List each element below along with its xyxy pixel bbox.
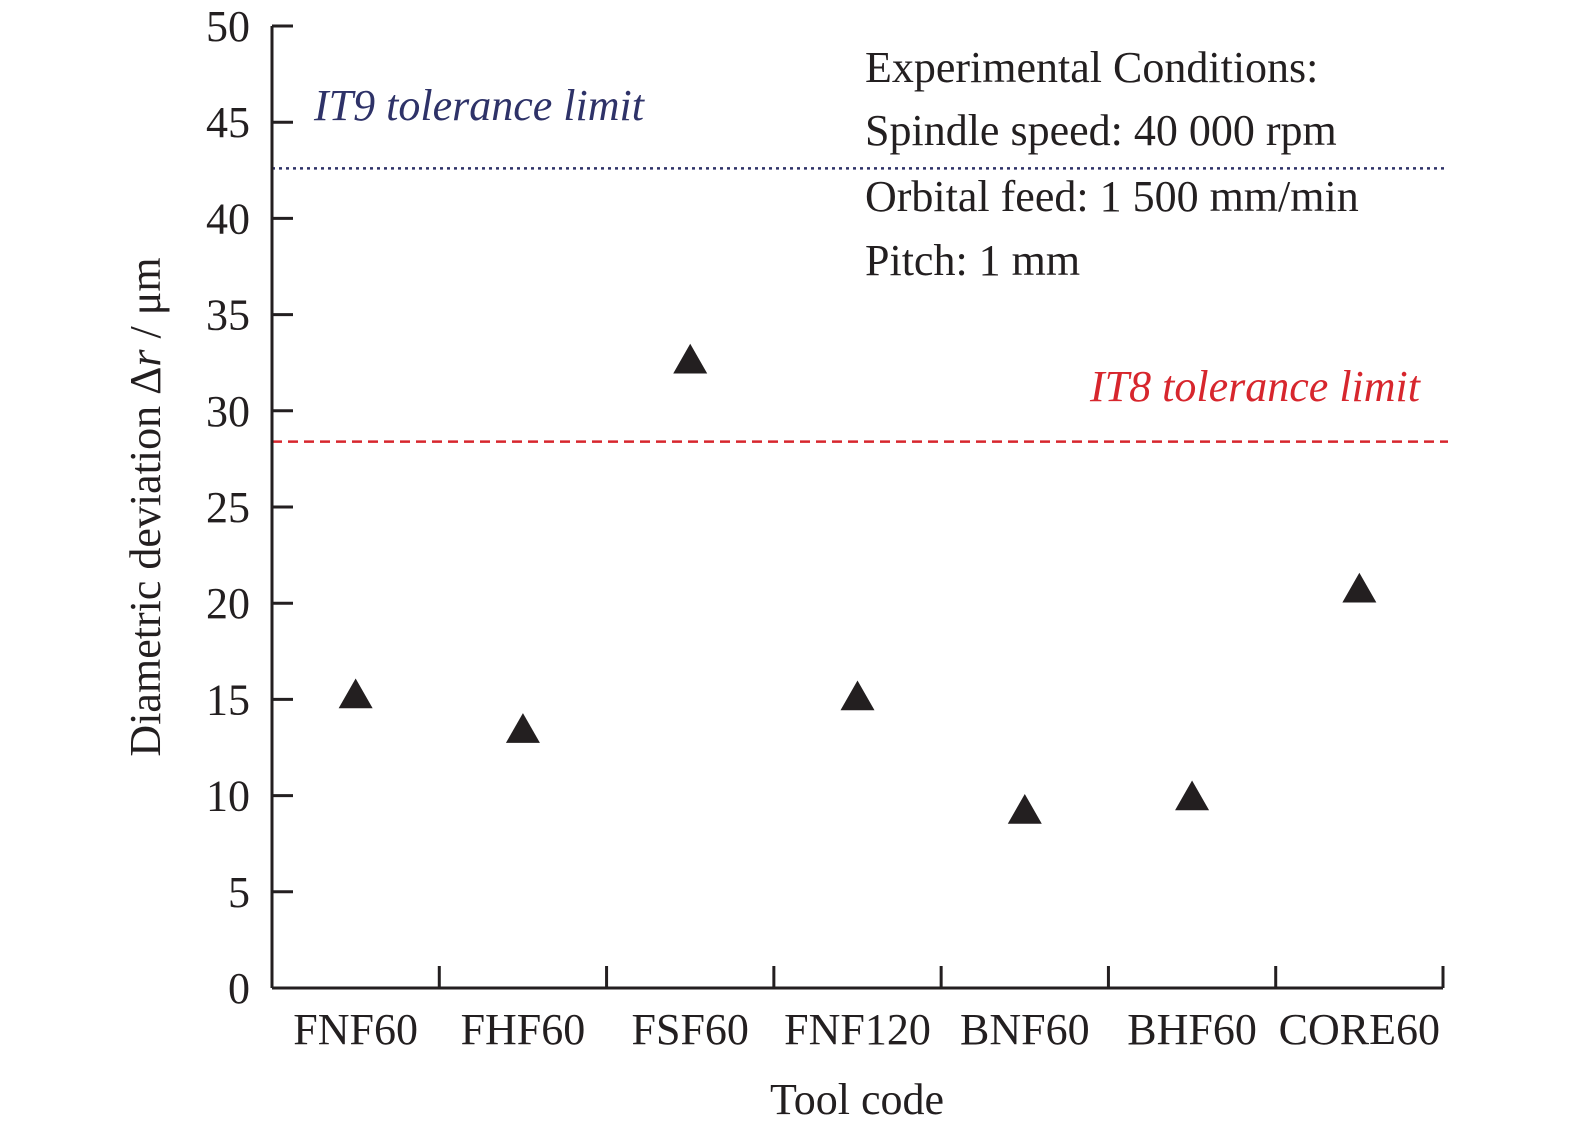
data-point-fnf120 — [840, 680, 875, 711]
y-tick-label: 10 — [206, 772, 250, 821]
y-ticks: 0 5 10 15 20 25 30 35 40 45 50 — [206, 2, 293, 1013]
y-tick-label: 30 — [206, 387, 250, 436]
data-point-bhf60 — [1175, 780, 1210, 811]
annotation-line: Orbital feed: 1 500 mm/min — [865, 172, 1359, 221]
axes — [270, 26, 1443, 990]
x-tick-label: FNF120 — [784, 1005, 931, 1054]
y-axis-title-variable: r — [121, 349, 170, 367]
data-points — [338, 343, 1377, 824]
y-tick-label: 40 — [206, 194, 250, 243]
y-axis-title-prefix: Diametric deviation Δ — [121, 367, 170, 757]
x-tick-label: FNF60 — [293, 1005, 418, 1054]
annotation-line: Pitch: 1 mm — [865, 236, 1080, 285]
y-tick-label: 0 — [228, 964, 250, 1013]
reference-line-label: IT9 tolerance limit — [313, 81, 646, 130]
y-tick-label: 50 — [206, 2, 250, 51]
x-tick-label: BHF60 — [1127, 1005, 1257, 1054]
y-axis-title: Diametric deviation Δr / μm — [121, 257, 170, 756]
x-ticks: FNF60 FHF60 FSF60 FNF120 BNF60 BHF60 CORE60 — [293, 966, 1445, 1054]
y-tick-label: 45 — [206, 98, 250, 147]
annotation-line: Experimental Conditions: — [865, 43, 1318, 92]
data-point-fsf60 — [673, 343, 708, 374]
x-tick-label: FHF60 — [461, 1005, 586, 1054]
data-point-fhf60 — [505, 713, 540, 743]
annotation-line: Spindle speed: 40 000 rpm — [865, 106, 1337, 155]
data-point-fnf60 — [338, 678, 373, 709]
y-axis-title-unit: / μm — [121, 257, 170, 349]
x-tick-label: FSF60 — [632, 1005, 749, 1054]
y-tick-label: 25 — [206, 483, 250, 532]
reference-lines: IT9 tolerance limit IT8 tolerance limit — [272, 81, 1448, 443]
x-axis-title: Tool code — [770, 1075, 944, 1124]
experimental-conditions-note: Experimental Conditions: Spindle speed: 4… — [865, 43, 1359, 285]
reference-line-label: IT8 tolerance limit — [1089, 362, 1422, 411]
y-tick-label: 35 — [206, 291, 250, 340]
x-tick-label: BNF60 — [960, 1005, 1090, 1054]
data-point-core60 — [1342, 572, 1377, 603]
x-tick-label: CORE60 — [1279, 1005, 1440, 1054]
y-tick-label: 15 — [206, 675, 250, 724]
y-tick-label: 20 — [206, 579, 250, 628]
data-point-bnf60 — [1007, 793, 1042, 824]
y-tick-label: 5 — [228, 868, 250, 917]
